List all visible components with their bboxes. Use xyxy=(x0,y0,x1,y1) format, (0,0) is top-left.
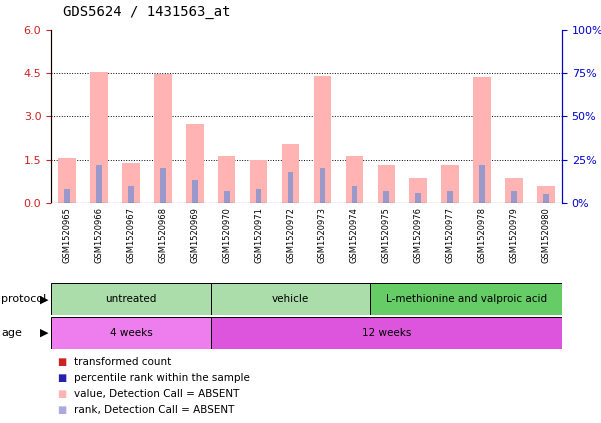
Text: ▶: ▶ xyxy=(40,294,48,304)
Text: GSM1520969: GSM1520969 xyxy=(191,207,200,263)
Text: value, Detection Call = ABSENT: value, Detection Call = ABSENT xyxy=(74,389,239,399)
Text: protocol: protocol xyxy=(1,294,46,304)
Bar xyxy=(51,283,211,315)
Text: untreated: untreated xyxy=(105,294,157,304)
Bar xyxy=(370,283,562,315)
Bar xyxy=(160,168,166,203)
Text: GDS5624 / 1431563_at: GDS5624 / 1431563_at xyxy=(63,5,231,19)
Bar xyxy=(256,189,261,203)
Text: ▶: ▶ xyxy=(40,328,48,338)
Bar xyxy=(288,172,293,203)
Text: percentile rank within the sample: percentile rank within the sample xyxy=(74,373,250,383)
Text: 4 weeks: 4 weeks xyxy=(109,328,152,338)
Bar xyxy=(224,191,230,203)
Text: GSM1520973: GSM1520973 xyxy=(318,207,327,263)
Bar xyxy=(211,317,562,349)
Bar xyxy=(383,191,389,203)
Bar xyxy=(377,165,395,203)
Text: GSM1520974: GSM1520974 xyxy=(350,207,359,263)
Bar xyxy=(409,178,427,203)
Bar xyxy=(479,165,485,203)
Bar xyxy=(447,191,453,203)
Text: GSM1520965: GSM1520965 xyxy=(63,207,72,263)
Bar xyxy=(352,186,357,203)
Bar xyxy=(250,160,267,203)
Text: 12 weeks: 12 weeks xyxy=(362,328,411,338)
Bar xyxy=(537,186,555,203)
Text: GSM1520966: GSM1520966 xyxy=(94,207,103,263)
Bar xyxy=(415,192,421,203)
Text: GSM1520976: GSM1520976 xyxy=(413,207,423,263)
Bar xyxy=(211,283,370,315)
Bar xyxy=(314,77,331,203)
Bar xyxy=(186,124,204,203)
Text: L-methionine and valproic acid: L-methionine and valproic acid xyxy=(386,294,547,304)
Text: GSM1520967: GSM1520967 xyxy=(126,207,135,263)
Bar xyxy=(90,72,108,203)
Bar xyxy=(511,191,517,203)
Text: GSM1520975: GSM1520975 xyxy=(382,207,391,263)
Bar xyxy=(346,156,363,203)
Bar xyxy=(441,165,459,203)
Bar xyxy=(543,195,549,203)
Bar xyxy=(122,162,139,203)
Bar xyxy=(474,77,491,203)
Bar xyxy=(96,165,102,203)
Bar xyxy=(154,74,172,203)
Text: ■: ■ xyxy=(57,405,66,415)
Text: GSM1520970: GSM1520970 xyxy=(222,207,231,263)
Text: age: age xyxy=(1,328,22,338)
Bar xyxy=(218,156,236,203)
Bar xyxy=(64,189,70,203)
Text: GSM1520972: GSM1520972 xyxy=(286,207,295,263)
Text: vehicle: vehicle xyxy=(272,294,309,304)
Bar xyxy=(58,158,76,203)
Text: GSM1520977: GSM1520977 xyxy=(446,207,455,263)
Text: GSM1520980: GSM1520980 xyxy=(542,207,551,263)
Text: rank, Detection Call = ABSENT: rank, Detection Call = ABSENT xyxy=(74,405,234,415)
Text: GSM1520968: GSM1520968 xyxy=(158,207,167,263)
Bar xyxy=(51,317,211,349)
Bar xyxy=(192,181,198,203)
Text: ■: ■ xyxy=(57,373,66,383)
Bar xyxy=(282,144,299,203)
Bar xyxy=(320,168,325,203)
Text: transformed count: transformed count xyxy=(74,357,171,367)
Text: ■: ■ xyxy=(57,357,66,367)
Text: ■: ■ xyxy=(57,389,66,399)
Text: GSM1520971: GSM1520971 xyxy=(254,207,263,263)
Bar xyxy=(128,186,134,203)
Bar xyxy=(505,178,523,203)
Text: GSM1520979: GSM1520979 xyxy=(510,207,519,263)
Text: GSM1520978: GSM1520978 xyxy=(478,207,487,263)
